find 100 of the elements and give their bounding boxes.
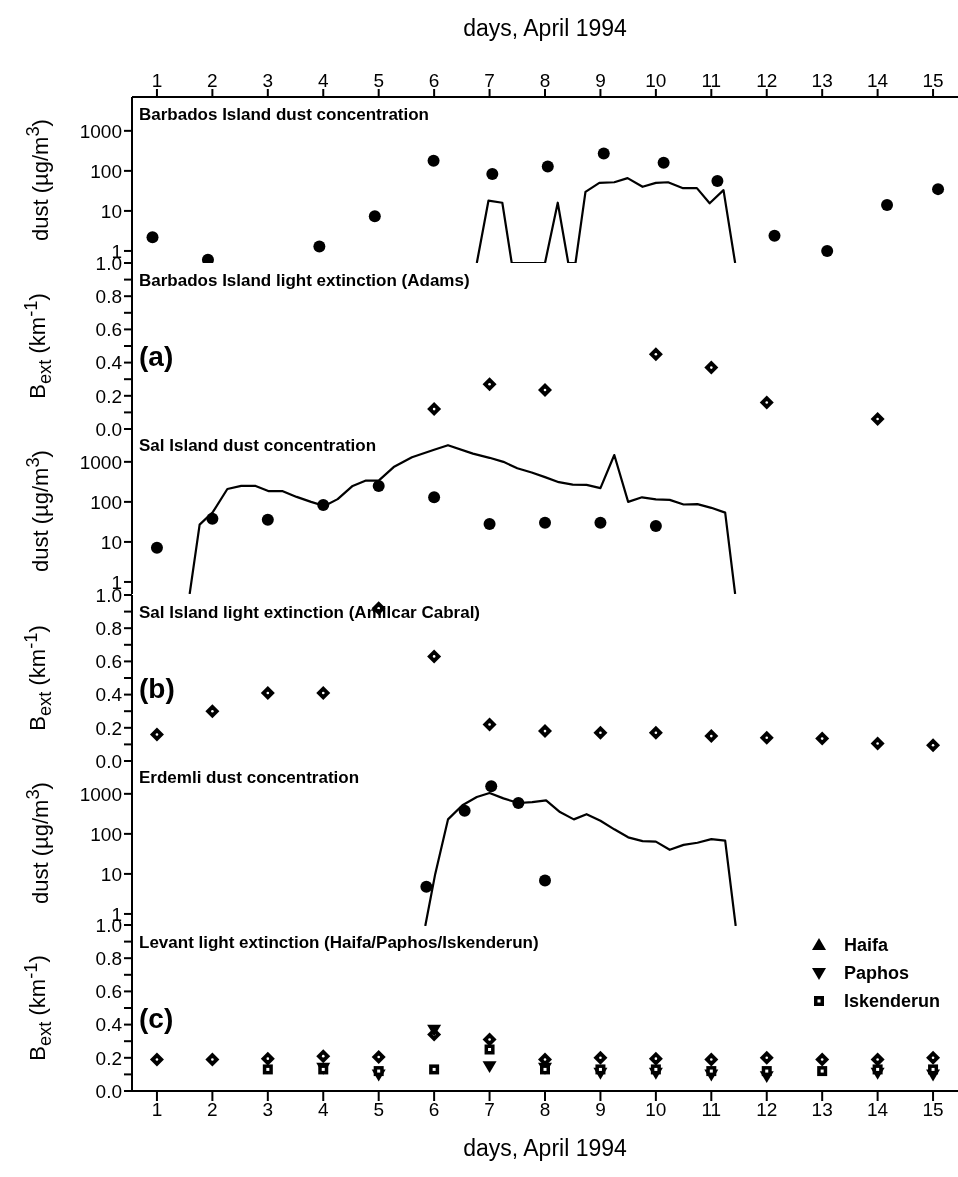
y-tick-label: 0.0 bbox=[95, 418, 122, 440]
point bbox=[928, 1064, 939, 1075]
x2-tick-label: 3 bbox=[262, 70, 274, 91]
point bbox=[485, 780, 498, 793]
x-tick-label: 9 bbox=[595, 1099, 606, 1121]
point bbox=[706, 1066, 717, 1077]
point bbox=[650, 1064, 661, 1075]
point bbox=[870, 412, 885, 427]
point bbox=[648, 347, 663, 362]
y-tick-label: 0.8 bbox=[95, 947, 122, 969]
point bbox=[759, 395, 774, 410]
text: Erdemli dust concentration bbox=[139, 768, 360, 788]
y-tick-label: 0.0 bbox=[95, 1080, 122, 1102]
point bbox=[371, 1049, 386, 1064]
x-tick-label: 15 bbox=[922, 1099, 944, 1121]
y-tick-label: 10 bbox=[100, 200, 122, 222]
y-tick-label: 100 bbox=[90, 160, 122, 182]
point bbox=[317, 499, 330, 512]
point bbox=[512, 797, 525, 810]
y-tick-label: 10 bbox=[100, 863, 122, 885]
y-tick-label: 0.6 bbox=[95, 319, 122, 341]
x2-tick-label: 15 bbox=[922, 70, 944, 91]
point bbox=[711, 174, 724, 187]
point bbox=[815, 1052, 830, 1067]
x-tick-label: 8 bbox=[539, 1099, 551, 1121]
point bbox=[870, 1052, 885, 1067]
point bbox=[482, 377, 497, 392]
point bbox=[817, 1066, 828, 1077]
point bbox=[427, 154, 440, 167]
x2-tick-label: 4 bbox=[317, 70, 329, 91]
x2-tick-label: 8 bbox=[539, 70, 551, 91]
point bbox=[926, 1050, 941, 1065]
y-tick-label: 0.4 bbox=[95, 352, 123, 374]
point bbox=[260, 685, 275, 700]
point bbox=[821, 244, 834, 257]
point bbox=[486, 167, 499, 180]
point bbox=[150, 541, 163, 554]
x2-tick-label: 12 bbox=[756, 70, 778, 91]
point bbox=[539, 516, 551, 529]
point bbox=[313, 240, 326, 253]
x-tick-label: 2 bbox=[207, 1099, 218, 1121]
y-tick-label: 0.2 bbox=[95, 717, 122, 739]
x-tick-label: 4 bbox=[317, 1099, 329, 1121]
y-tick-label: 0.0 bbox=[95, 750, 122, 772]
legend-label: Haifa bbox=[843, 934, 888, 956]
x-tick-label: 6 bbox=[428, 1099, 440, 1121]
point bbox=[483, 518, 496, 531]
y-tick-label: 100 bbox=[90, 823, 122, 845]
x2-tick-label: 7 bbox=[484, 70, 495, 91]
x2-tick-label: 6 bbox=[428, 70, 440, 91]
point bbox=[872, 1064, 883, 1075]
point bbox=[768, 229, 781, 242]
x-tick-label: 10 bbox=[645, 1099, 667, 1121]
y-tick-label: 0.6 bbox=[95, 651, 122, 673]
point bbox=[427, 649, 442, 664]
y-tick-label: 0.6 bbox=[95, 981, 122, 1003]
x2-tick-label: 11 bbox=[701, 70, 722, 91]
point bbox=[704, 1052, 719, 1067]
x-tick-label: 3 bbox=[262, 1099, 274, 1121]
point bbox=[372, 479, 385, 492]
point bbox=[539, 874, 551, 887]
point bbox=[428, 491, 441, 504]
x-tick-label: 13 bbox=[811, 1099, 833, 1121]
point bbox=[648, 725, 663, 740]
y-tick-label: 100 bbox=[90, 491, 122, 513]
point bbox=[149, 1052, 164, 1067]
point bbox=[704, 729, 719, 744]
x2-tick-label: 5 bbox=[373, 70, 384, 91]
point bbox=[261, 513, 274, 526]
point bbox=[427, 402, 442, 417]
y-tick-label: 10 bbox=[100, 531, 122, 553]
y-tick-label: 0.2 bbox=[95, 385, 122, 407]
point bbox=[316, 1049, 331, 1064]
point bbox=[704, 360, 719, 375]
point bbox=[538, 724, 552, 739]
y-tick-label: 1000 bbox=[79, 783, 122, 805]
text: Levant light extinction (Haifa/Paphos/Iskenderun) bbox=[139, 933, 539, 953]
x-tick-label: 5 bbox=[373, 1099, 384, 1121]
x-tick-label: 12 bbox=[756, 1099, 778, 1121]
y-tick-label: 1000 bbox=[79, 120, 122, 142]
y-tick-label: 0.2 bbox=[95, 1047, 122, 1069]
x2-axis-title: days, April 1994 bbox=[462, 15, 628, 42]
point bbox=[458, 804, 471, 817]
y-tick-label: 0.4 bbox=[95, 1014, 123, 1036]
y-tick-label: 0.4 bbox=[95, 684, 123, 706]
annotation: (b) bbox=[139, 673, 175, 705]
point bbox=[541, 160, 554, 173]
line-series bbox=[475, 177, 737, 263]
x2-tick-label: 10 bbox=[645, 70, 667, 91]
point bbox=[482, 1032, 497, 1047]
point bbox=[316, 685, 331, 700]
point bbox=[482, 717, 497, 732]
point bbox=[373, 1066, 384, 1077]
point bbox=[648, 1051, 663, 1066]
x-axis-title: days, April 1994 bbox=[462, 1135, 628, 1162]
text: Sal Island dust concentration bbox=[139, 436, 377, 456]
point bbox=[881, 199, 894, 212]
point bbox=[420, 880, 433, 893]
point bbox=[870, 736, 885, 751]
annotation: (c) bbox=[139, 1003, 174, 1035]
